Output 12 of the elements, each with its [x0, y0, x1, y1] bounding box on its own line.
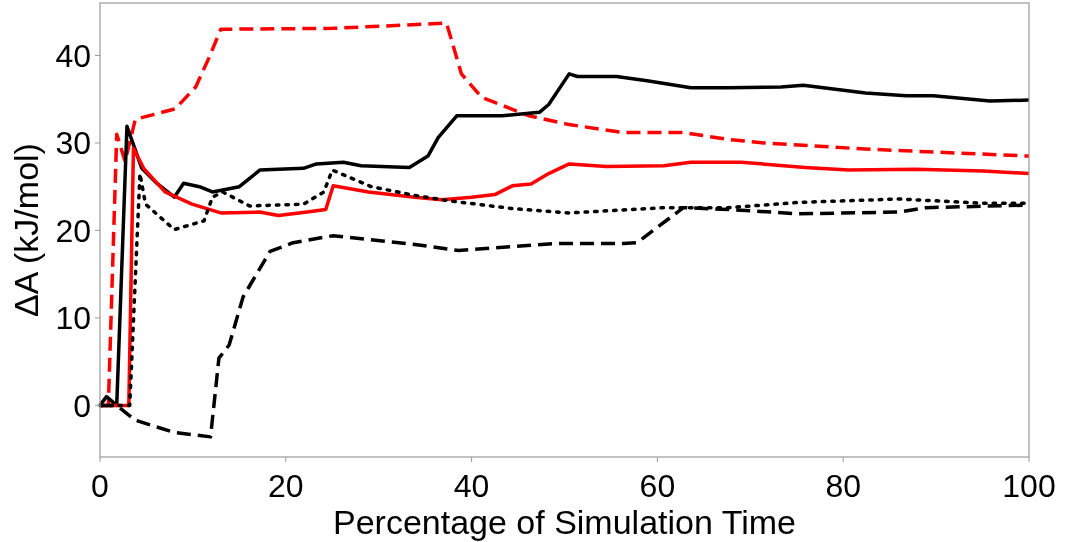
y-axis-title: ΔA (kJ/mol) — [7, 143, 45, 317]
y-tick-label: 0 — [73, 387, 91, 424]
x-tick-label: 60 — [639, 468, 676, 504]
x-tick-label: 100 — [1002, 468, 1056, 504]
x-axis-title: Percentage of Simulation Time — [332, 503, 797, 541]
x-tick-label: 80 — [825, 468, 861, 504]
y-tick-label: 20 — [55, 212, 91, 249]
y-tick-label: 30 — [55, 125, 91, 162]
y-tick-label: 40 — [55, 37, 91, 74]
y-tick-label: 10 — [55, 300, 91, 337]
x-tick-label: 40 — [453, 468, 490, 504]
x-tick-label: 20 — [268, 468, 304, 504]
